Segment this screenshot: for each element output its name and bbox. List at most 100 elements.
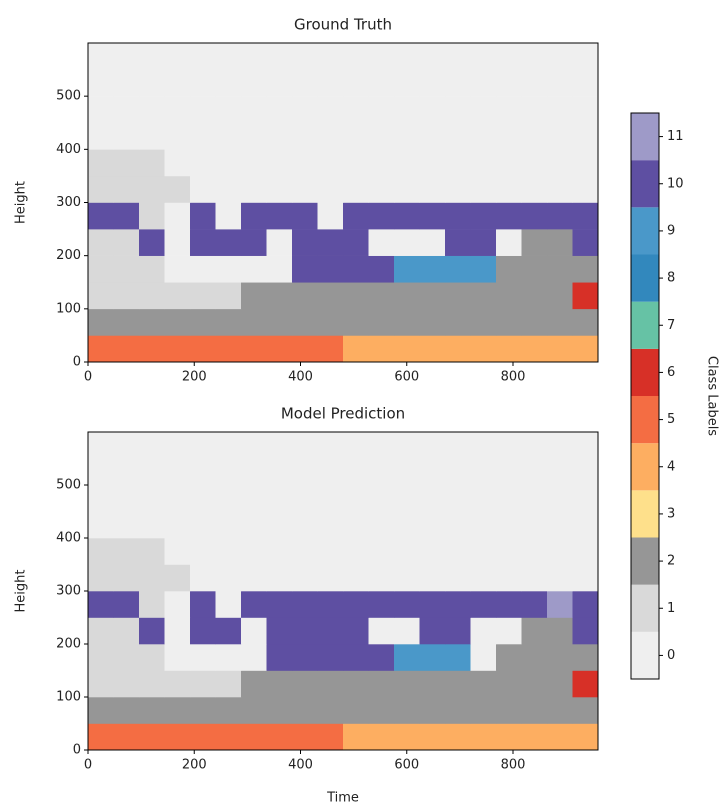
heat-cell bbox=[88, 122, 114, 150]
heat-cell bbox=[547, 723, 573, 751]
heat-cell bbox=[419, 670, 446, 698]
heat-cell bbox=[266, 335, 293, 363]
heat-cell bbox=[394, 122, 420, 150]
colorbar-swatch bbox=[631, 113, 659, 161]
heat-cell bbox=[572, 202, 599, 230]
heat-cell bbox=[368, 202, 395, 230]
heat-cell bbox=[113, 644, 140, 671]
heat-cell bbox=[241, 202, 267, 230]
y-tick-label: 0 bbox=[73, 743, 81, 758]
heat-cell bbox=[547, 697, 573, 724]
heat-cell bbox=[266, 96, 293, 124]
heat-cell bbox=[419, 282, 446, 310]
colorbar-tick-label: 2 bbox=[667, 554, 675, 569]
heat-cell bbox=[394, 308, 420, 336]
heat-cell bbox=[241, 175, 267, 203]
heat-cell bbox=[496, 723, 522, 751]
heat-cell bbox=[113, 69, 140, 97]
heat-cell bbox=[292, 149, 318, 177]
heat-cell bbox=[445, 564, 471, 592]
heat-cell bbox=[88, 308, 114, 336]
heat-cell bbox=[113, 202, 140, 230]
heat-cell bbox=[241, 458, 267, 486]
heat-cell bbox=[317, 591, 344, 618]
heat-cell bbox=[496, 335, 522, 363]
heat-cell bbox=[113, 617, 140, 645]
colorbar-swatch bbox=[631, 631, 659, 679]
heat-cell bbox=[139, 723, 165, 751]
heat-cell bbox=[266, 538, 293, 565]
heat-cell bbox=[445, 175, 471, 203]
heat-cell bbox=[139, 591, 165, 618]
heat-cell bbox=[572, 308, 599, 336]
y-tick-label: 200 bbox=[56, 248, 81, 263]
heat-cell bbox=[266, 617, 293, 645]
heat-cell bbox=[190, 335, 216, 363]
heat-cell bbox=[521, 432, 548, 459]
heat-cell bbox=[88, 564, 114, 592]
heat-cell bbox=[190, 485, 216, 512]
heat-cell bbox=[470, 670, 497, 698]
heat-cell bbox=[572, 511, 599, 539]
heat-cell bbox=[521, 335, 548, 363]
heat-cell bbox=[88, 617, 114, 645]
heat-cell bbox=[547, 69, 573, 97]
heat-cell bbox=[190, 255, 216, 283]
heat-cell bbox=[215, 485, 242, 512]
heat-cell bbox=[419, 723, 446, 751]
heat-cell bbox=[496, 538, 522, 565]
heat-cell bbox=[419, 175, 446, 203]
heat-cell bbox=[317, 723, 344, 751]
heat-cell bbox=[496, 255, 522, 283]
y-axis-label: Height bbox=[14, 181, 29, 224]
heat-cell bbox=[88, 255, 114, 283]
heat-cell bbox=[445, 122, 471, 150]
heat-cell bbox=[343, 485, 369, 512]
heat-cell bbox=[164, 69, 191, 97]
heat-cell bbox=[190, 149, 216, 177]
heat-cell bbox=[317, 432, 344, 459]
heat-cell bbox=[572, 255, 599, 283]
heat-cell bbox=[419, 591, 446, 618]
heat-cell bbox=[394, 538, 420, 565]
heat-cell bbox=[496, 670, 522, 698]
heat-cell bbox=[496, 617, 522, 645]
colorbar-tick-label: 5 bbox=[667, 412, 675, 427]
heat-cell bbox=[547, 432, 573, 459]
heat-cell bbox=[368, 538, 395, 565]
heat-cell bbox=[445, 149, 471, 177]
heat-cell bbox=[343, 175, 369, 203]
colorbar-swatch bbox=[631, 348, 659, 396]
heat-cell bbox=[343, 282, 369, 310]
heat-cell bbox=[496, 229, 522, 256]
heat-cell bbox=[496, 69, 522, 97]
heat-cell bbox=[521, 149, 548, 177]
heat-cell bbox=[470, 564, 497, 592]
heat-cell bbox=[164, 644, 191, 671]
heat-cell bbox=[521, 644, 548, 671]
heat-cell bbox=[266, 432, 293, 459]
heat-cell bbox=[317, 43, 344, 70]
heat-cell bbox=[368, 591, 395, 618]
colorbar-swatch bbox=[631, 207, 659, 255]
heat-cell bbox=[292, 229, 318, 256]
heat-cell bbox=[470, 432, 497, 459]
heat-cell bbox=[241, 564, 267, 592]
heat-cell bbox=[266, 282, 293, 310]
heat-cell bbox=[292, 697, 318, 724]
heat-cell bbox=[547, 617, 573, 645]
y-tick-label: 400 bbox=[56, 531, 81, 546]
heat-cell bbox=[394, 335, 420, 363]
heat-cell bbox=[190, 122, 216, 150]
heat-cell bbox=[394, 511, 420, 539]
heat-cell bbox=[368, 458, 395, 486]
x-tick-label: 0 bbox=[84, 758, 92, 773]
heat-cell bbox=[113, 175, 140, 203]
y-tick-label: 500 bbox=[56, 478, 81, 493]
y-tick-label: 100 bbox=[56, 690, 81, 705]
heat-cell bbox=[394, 644, 420, 671]
heat-cell bbox=[292, 122, 318, 150]
heat-cell bbox=[343, 538, 369, 565]
heat-cell bbox=[88, 432, 114, 459]
heat-cell bbox=[394, 202, 420, 230]
